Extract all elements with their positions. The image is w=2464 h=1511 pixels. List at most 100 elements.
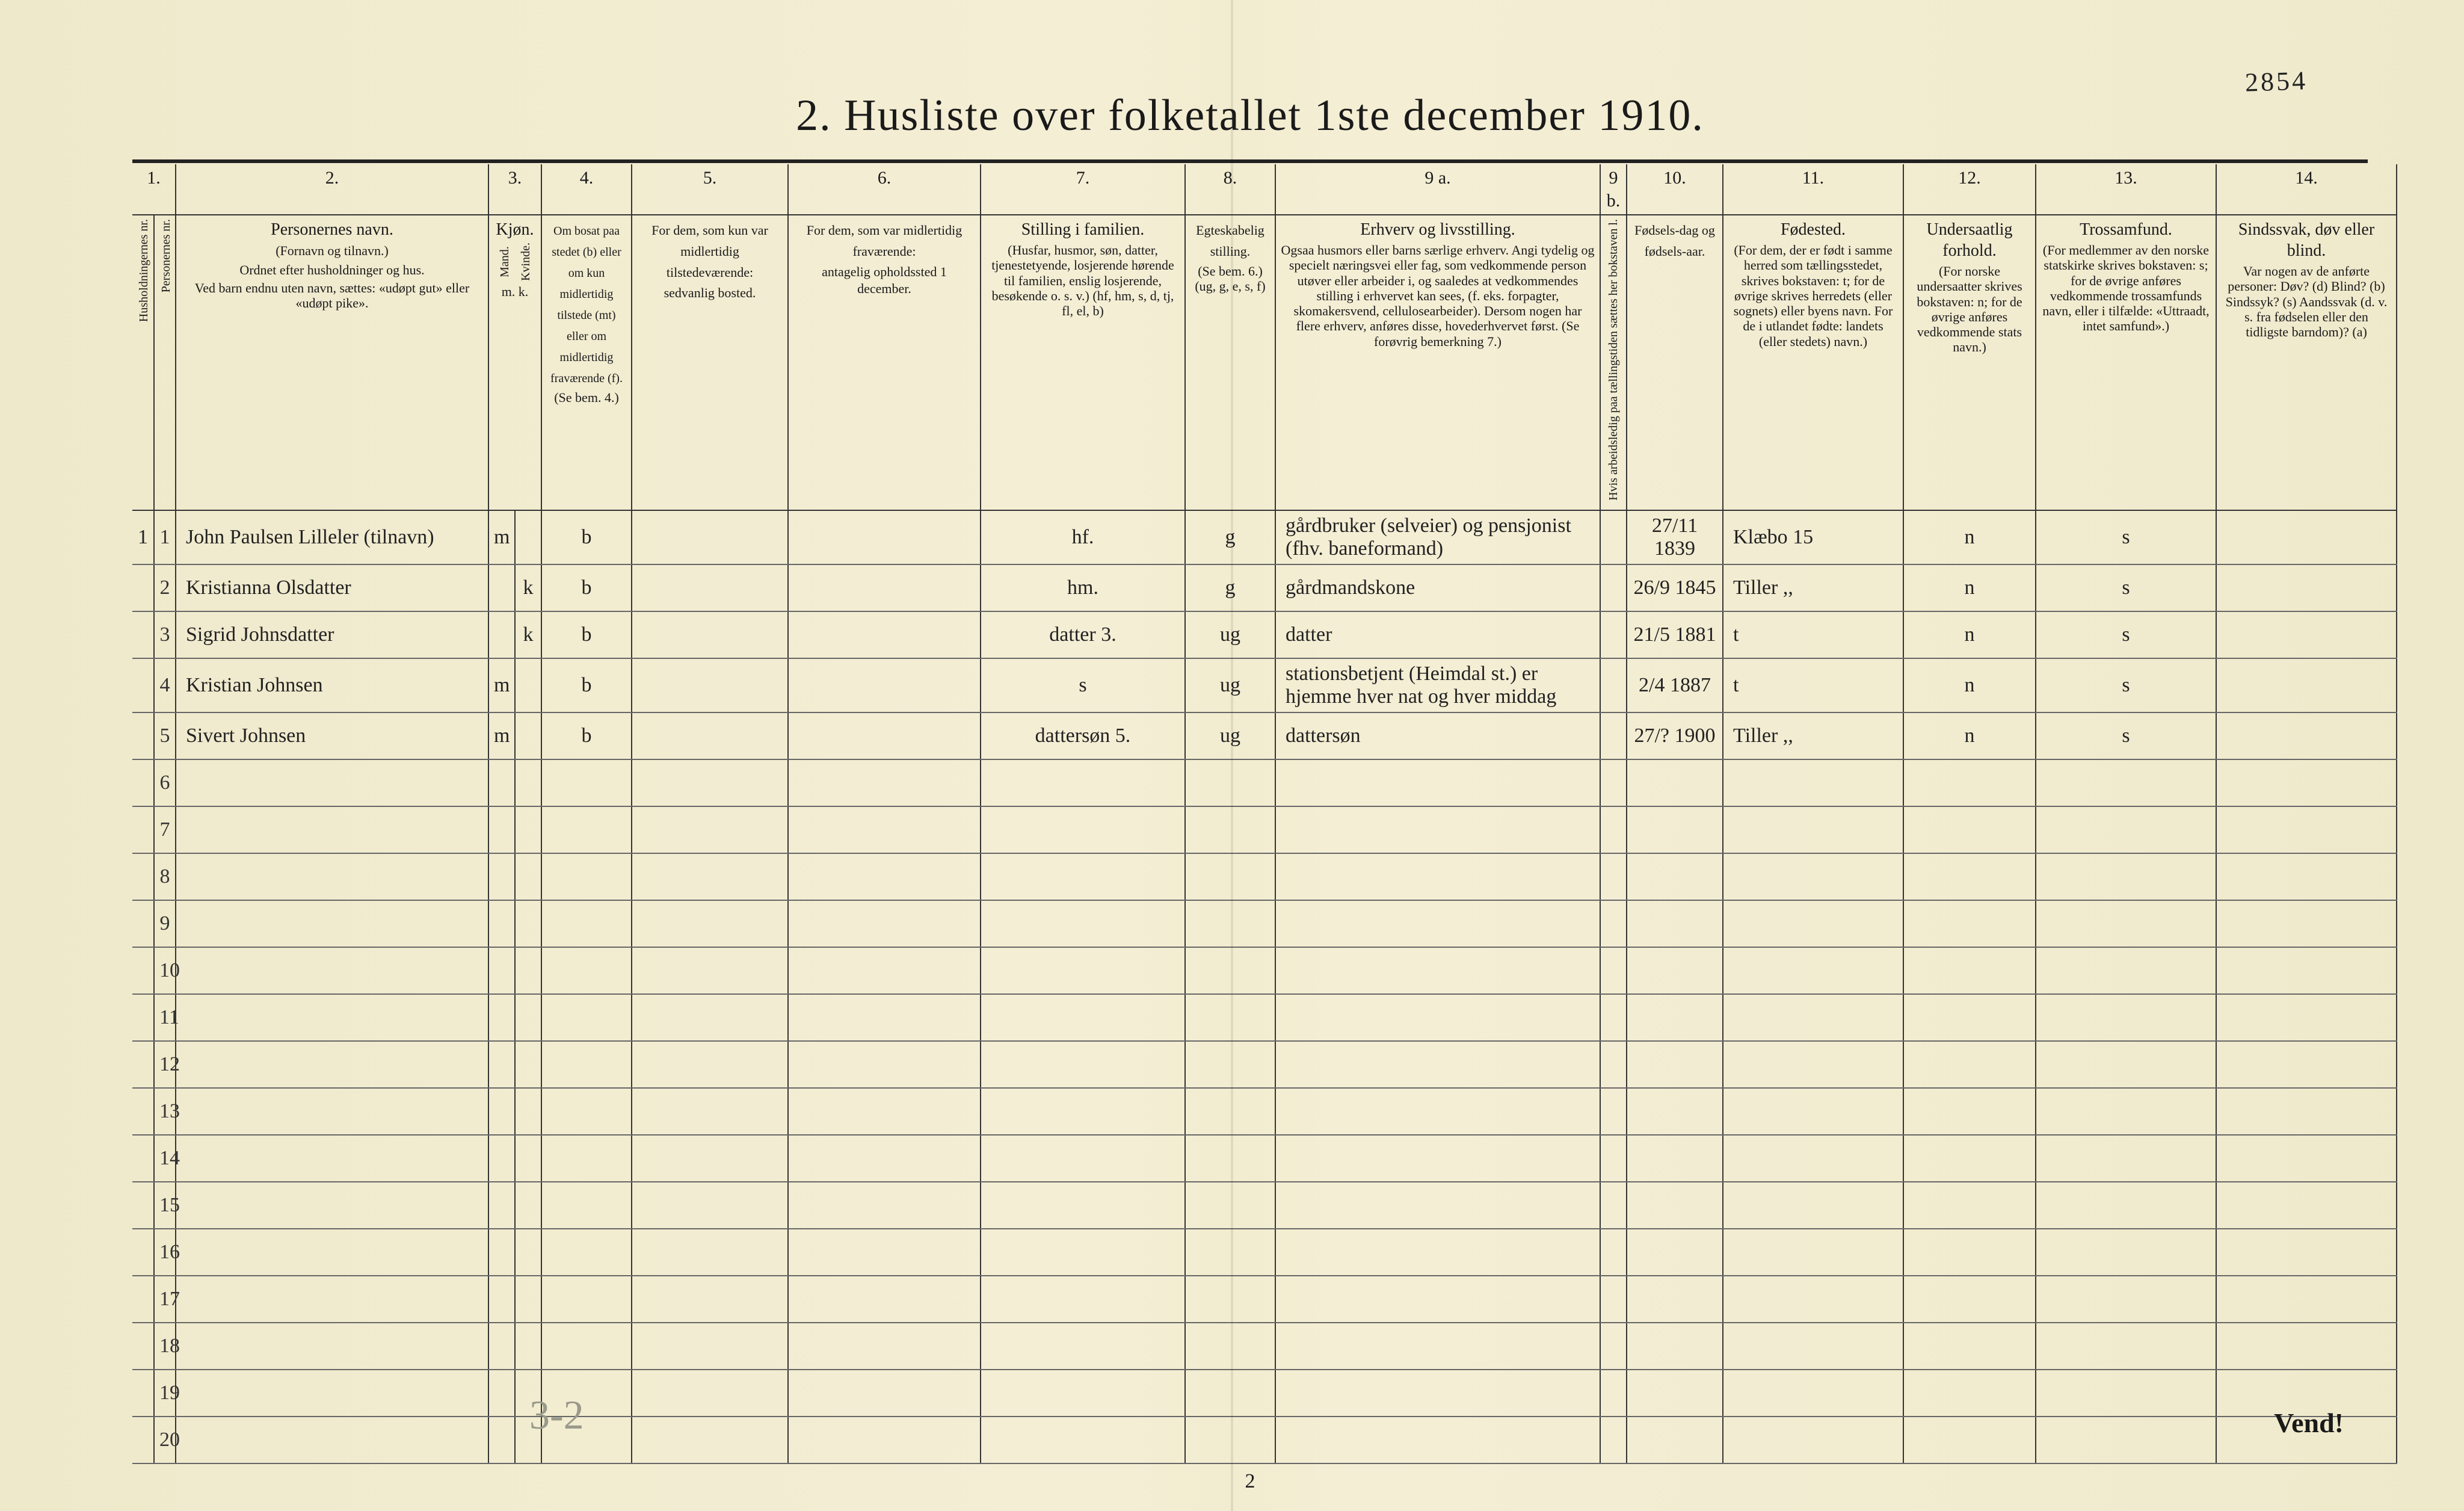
cell-blank xyxy=(981,1370,1185,1417)
cell-under: n xyxy=(1903,712,2036,759)
cell-blank xyxy=(1275,1370,1600,1417)
cell-blank xyxy=(1627,853,1723,900)
colnum-4: 4. xyxy=(541,164,632,215)
cell-husnr xyxy=(132,853,154,900)
cell-persnr: 8 xyxy=(154,853,176,900)
cell-persnr: 1 xyxy=(154,510,176,564)
cell-blank xyxy=(515,1182,541,1229)
cell-blank xyxy=(2216,947,2397,994)
cell-blank xyxy=(1275,994,1600,1041)
table-row-blank: 20 xyxy=(132,1417,2397,1463)
cell-blank xyxy=(176,853,488,900)
cell-blank xyxy=(1723,1276,1903,1323)
cell-frav xyxy=(788,564,981,611)
cell-blank xyxy=(788,1135,981,1182)
cell-blank xyxy=(488,759,515,806)
cell-midl xyxy=(632,658,788,712)
cell-frav xyxy=(788,611,981,658)
cell-blank xyxy=(632,806,788,853)
cell-blank xyxy=(1723,1417,1903,1463)
cell-blank xyxy=(1627,1229,1723,1276)
cell-husnr xyxy=(132,1229,154,1276)
col-midl-text: For dem, som kun var midlertidig tilsted… xyxy=(651,223,768,280)
cell-midl xyxy=(632,611,788,658)
cell-sind xyxy=(2216,611,2397,658)
cell-blank xyxy=(1627,1041,1723,1088)
cell-tros: s xyxy=(2036,712,2216,759)
cell-husnr xyxy=(132,658,154,712)
cell-blank xyxy=(632,994,788,1041)
cell-blank xyxy=(981,806,1185,853)
cell-blank xyxy=(981,1229,1185,1276)
cell-blank xyxy=(1903,1229,2036,1276)
cell-blank xyxy=(2216,1041,2397,1088)
col-egt-title: Egteskabelig stilling. xyxy=(1196,223,1264,259)
cell-blank xyxy=(1600,994,1627,1041)
cell-blank xyxy=(541,806,632,853)
col-fdag-head: Fødsels-dag og fødsels-aar. xyxy=(1627,215,1723,510)
table-row-blank: 12 xyxy=(132,1041,2397,1088)
cell-blank xyxy=(981,1041,1185,1088)
cell-blank xyxy=(788,1182,981,1229)
cell-blank xyxy=(2036,1135,2216,1182)
cell-frav xyxy=(788,510,981,564)
cell-blank xyxy=(1185,806,1275,853)
cell-blank xyxy=(1185,1229,1275,1276)
cell-persnr: 7 xyxy=(154,806,176,853)
cell-egt: g xyxy=(1185,510,1275,564)
cell-kjonn-k xyxy=(515,510,541,564)
colnum-7: 7. xyxy=(981,164,1185,215)
cell-kjonn-k: k xyxy=(515,611,541,658)
cell-blank xyxy=(1185,853,1275,900)
cell-blank xyxy=(515,1229,541,1276)
colnum-6: 6. xyxy=(788,164,981,215)
cell-kjonn-m: m xyxy=(488,510,515,564)
col-under-sub: (For norske undersaatter skrives bokstav… xyxy=(1909,264,2030,355)
cell-blank xyxy=(488,1417,515,1463)
cell-blank xyxy=(2216,759,2397,806)
cell-blank xyxy=(515,1323,541,1370)
cell-fsted: Klæbo 15 xyxy=(1723,510,1903,564)
col-tros-sub: (For medlemmer av den norske statskirke … xyxy=(2041,243,2211,334)
cell-blank xyxy=(1627,806,1723,853)
colnum-1: 1. xyxy=(132,164,176,215)
cell-blank xyxy=(176,1182,488,1229)
cell-blank xyxy=(1723,1135,1903,1182)
cell-blank xyxy=(176,1417,488,1463)
cell-blank xyxy=(1185,1323,1275,1370)
cell-blank xyxy=(2036,1276,2216,1323)
cell-persnr: 9 xyxy=(154,900,176,947)
cell-blank xyxy=(515,853,541,900)
cell-blank xyxy=(1723,1041,1903,1088)
cell-blank xyxy=(1275,1041,1600,1088)
cell-blank xyxy=(176,759,488,806)
col-sind-sub: Var nogen av de anførte personer: Døv? (… xyxy=(2222,264,2391,339)
cell-husnr xyxy=(132,1417,154,1463)
cell-blank xyxy=(632,1182,788,1229)
cell-blank xyxy=(176,1088,488,1135)
cell-blank xyxy=(1275,759,1600,806)
cell-blank xyxy=(2036,900,2216,947)
cell-blank xyxy=(2216,994,2397,1041)
cell-persnr: 4 xyxy=(154,658,176,712)
col-stilling-head: Stilling i familien. (Husfar, husmor, sø… xyxy=(981,215,1185,510)
col-sind-head: Sindssvak, døv eller blind. Var nogen av… xyxy=(2216,215,2397,510)
cell-husnr xyxy=(132,1276,154,1323)
cell-persnr: 17 xyxy=(154,1276,176,1323)
cell-husnr xyxy=(132,806,154,853)
cell-blank xyxy=(2036,1088,2216,1135)
cell-stilling: hm. xyxy=(981,564,1185,611)
cell-husnr xyxy=(132,759,154,806)
cell-blank xyxy=(488,1276,515,1323)
cell-blank xyxy=(2216,1229,2397,1276)
col-tros-head: Trossamfund. (For medlemmer av den norsk… xyxy=(2036,215,2216,510)
cell-persnr: 14 xyxy=(154,1135,176,1182)
cell-blank xyxy=(1903,1088,2036,1135)
cell-frav xyxy=(788,658,981,712)
col-husnr-label: Husholdningernes nr. xyxy=(137,219,150,322)
cell-kjonn-m xyxy=(488,564,515,611)
table-row: 11John Paulsen Lilleler (tilnavn)mbhf.gg… xyxy=(132,510,2397,564)
cell-blank xyxy=(1600,759,1627,806)
cell-blank xyxy=(788,994,981,1041)
cell-frav xyxy=(788,712,981,759)
